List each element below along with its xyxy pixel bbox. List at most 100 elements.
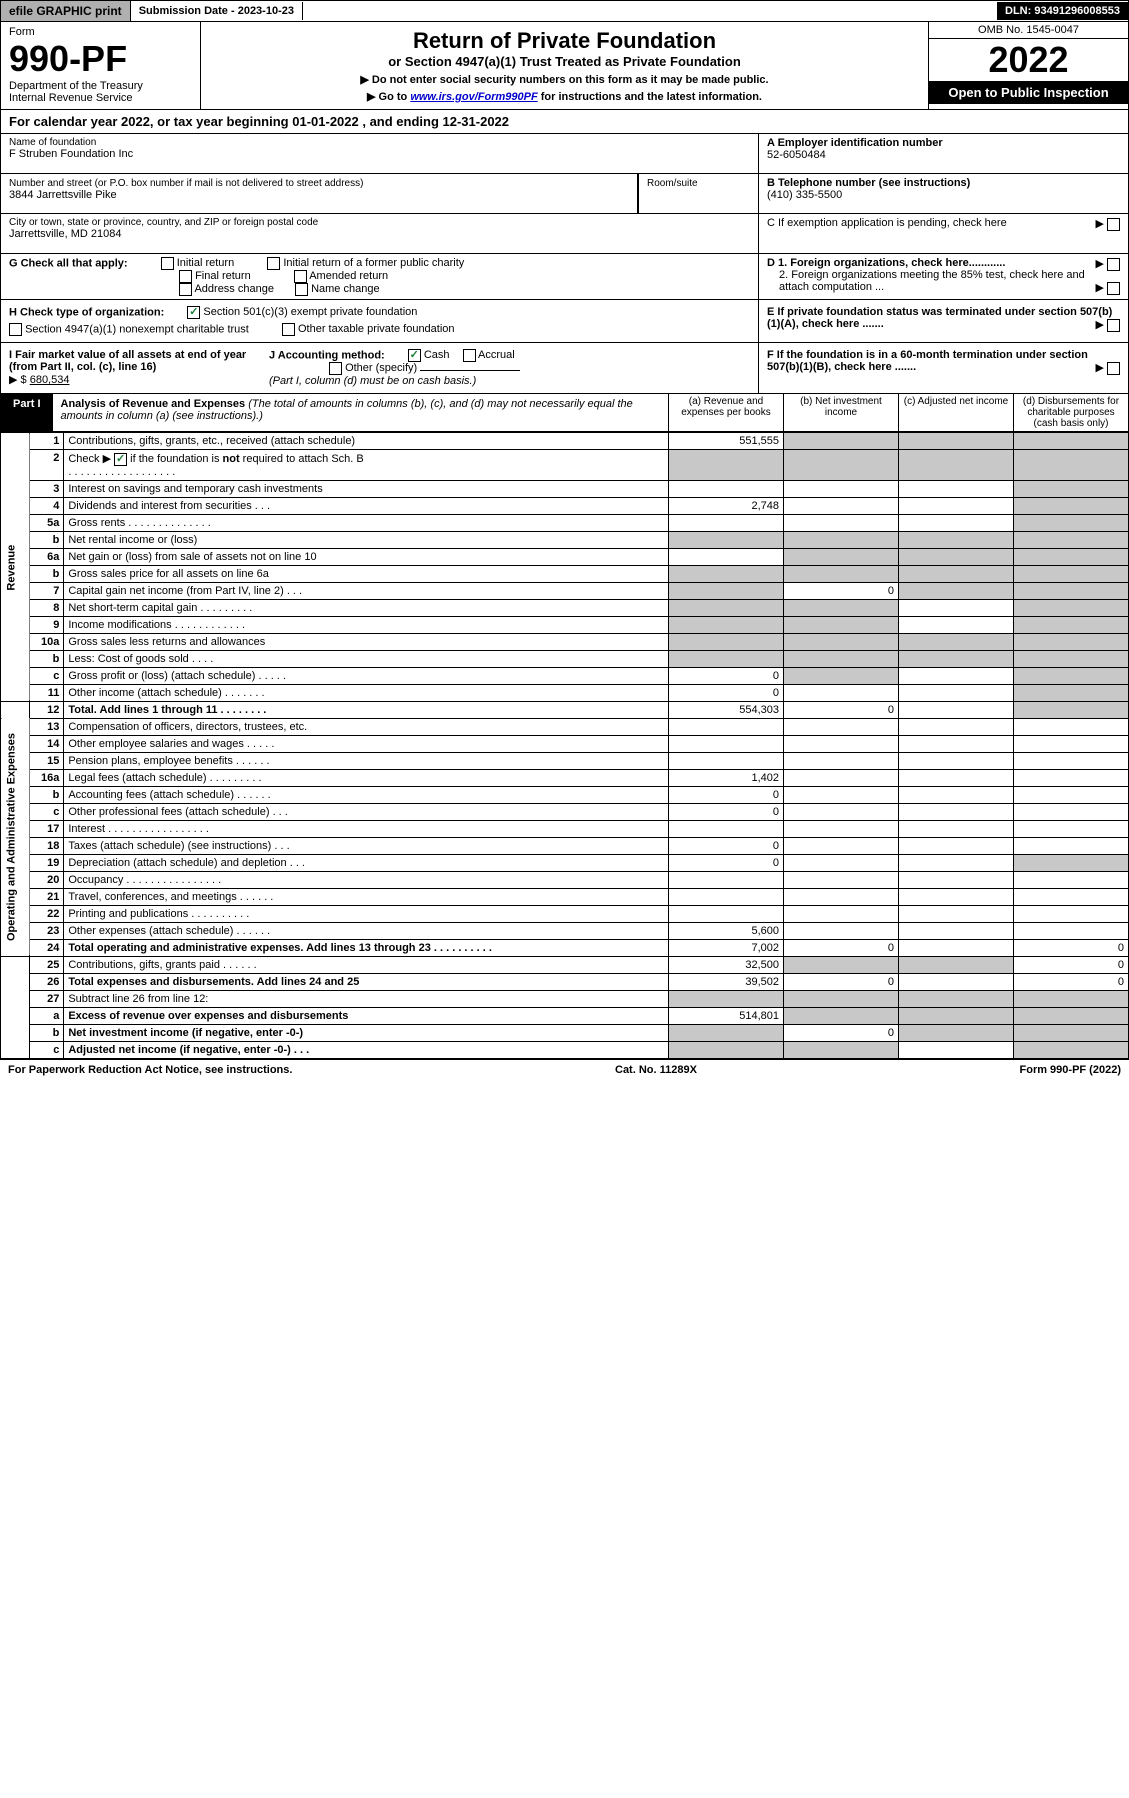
r1-num: 1: [30, 433, 64, 450]
part1-header: Part I: [1, 394, 53, 431]
r27-c: [899, 990, 1014, 1007]
r6a-num: 6a: [30, 548, 64, 565]
cb-d2[interactable]: [1107, 282, 1120, 295]
cb-initial-former[interactable]: [267, 257, 280, 270]
r9-c: [899, 616, 1014, 633]
c-label: C If exemption application is pending, c…: [767, 217, 1007, 229]
r24-desc: Total operating and administrative expen…: [64, 939, 669, 956]
cb-other[interactable]: [329, 362, 342, 375]
cb-amended[interactable]: [294, 270, 307, 283]
r21-c: [899, 888, 1014, 905]
col-a-header: (a) Revenue and expenses per books: [668, 394, 783, 431]
r15-a: [669, 752, 784, 769]
j-other: Other (specify): [345, 362, 417, 374]
r16b-desc: Accounting fees (attach schedule) . . . …: [64, 786, 669, 803]
cb-e[interactable]: [1107, 319, 1120, 332]
cb-cash[interactable]: [408, 349, 421, 362]
r16a-d: [1014, 769, 1129, 786]
r18-b: [784, 837, 899, 854]
r8-desc: Net short-term capital gain . . . . . . …: [64, 599, 669, 616]
r15-desc: Pension plans, employee benefits . . . .…: [64, 752, 669, 769]
cb-h1[interactable]: [187, 306, 200, 319]
g-name-change: Name change: [311, 283, 380, 295]
r12-d: [1014, 701, 1129, 718]
r23-desc: Other expenses (attach schedule) . . . .…: [64, 922, 669, 939]
r3-desc: Interest on savings and temporary cash i…: [64, 480, 669, 497]
cb-c[interactable]: [1107, 218, 1120, 231]
col-b-header: (b) Net investment income: [783, 394, 898, 431]
r15-num: 15: [30, 752, 64, 769]
r3-num: 3: [30, 480, 64, 497]
d2-label: 2. Foreign organizations meeting the 85%…: [779, 269, 1085, 293]
r2-pre: Check ▶: [68, 453, 114, 465]
r10a-d: [1014, 633, 1129, 650]
r10c-desc: Gross profit or (loss) (attach schedule)…: [64, 667, 669, 684]
r10c-a: 0: [669, 667, 784, 684]
r26-b: 0: [784, 973, 899, 990]
r6b-d: [1014, 565, 1129, 582]
cb-address[interactable]: [179, 283, 192, 296]
r14-b: [784, 735, 899, 752]
r7-a: [669, 582, 784, 599]
r5a-num: 5a: [30, 514, 64, 531]
r4-d: [1014, 497, 1129, 514]
r17-c: [899, 820, 1014, 837]
r13-desc: Compensation of officers, directors, tru…: [64, 718, 669, 735]
cb-name[interactable]: [295, 283, 308, 296]
r11-c: [899, 684, 1014, 701]
cb-h2[interactable]: [9, 323, 22, 336]
r16a-desc: Legal fees (attach schedule) . . . . . .…: [64, 769, 669, 786]
r18-a: 0: [669, 837, 784, 854]
r16c-desc: Other professional fees (attach schedule…: [64, 803, 669, 820]
r18-d: [1014, 837, 1129, 854]
r17-d: [1014, 820, 1129, 837]
cb-schb[interactable]: [114, 453, 127, 466]
r6a-a: [669, 548, 784, 565]
part1-title: Analysis of Revenue and Expenses: [61, 398, 246, 410]
r16b-a: 0: [669, 786, 784, 803]
dln-label: DLN: 93491296008553: [997, 2, 1128, 20]
r15-d: [1014, 752, 1129, 769]
r20-c: [899, 871, 1014, 888]
r2-a: [669, 450, 784, 481]
r27b-desc: Net investment income (if negative, ente…: [64, 1024, 669, 1041]
city-label: City or town, state or province, country…: [9, 217, 750, 228]
r6a-d: [1014, 548, 1129, 565]
r22-c: [899, 905, 1014, 922]
r27c-desc: Adjusted net income (if negative, enter …: [64, 1041, 669, 1058]
r10b-b: [784, 650, 899, 667]
r27c-d: [1014, 1041, 1129, 1058]
cb-d1[interactable]: [1107, 258, 1120, 271]
r27b-c: [899, 1024, 1014, 1041]
r24-a: 7,002: [669, 939, 784, 956]
city-value: Jarrettsville, MD 21084: [9, 228, 750, 240]
form-note-link[interactable]: www.irs.gov/Form990PF: [410, 91, 537, 103]
g-initial-former: Initial return of a former public charit…: [283, 257, 464, 269]
r16c-b: [784, 803, 899, 820]
cb-f[interactable]: [1107, 362, 1120, 375]
r19-b: [784, 854, 899, 871]
r12-b: 0: [784, 701, 899, 718]
r5a-desc: Gross rents . . . . . . . . . . . . . .: [64, 514, 669, 531]
r23-d: [1014, 922, 1129, 939]
r11-d: [1014, 684, 1129, 701]
cb-accrual[interactable]: [463, 349, 476, 362]
cb-h3[interactable]: [282, 323, 295, 336]
g-amended: Amended return: [309, 270, 388, 282]
r22-d: [1014, 905, 1129, 922]
r16b-d: [1014, 786, 1129, 803]
form-label: Form: [9, 26, 192, 38]
efile-print-button[interactable]: efile GRAPHIC print: [1, 1, 131, 21]
r14-a: [669, 735, 784, 752]
r23-b: [784, 922, 899, 939]
r1-b: [784, 433, 899, 450]
r19-c: [899, 854, 1014, 871]
g-final: Final return: [195, 270, 251, 282]
r17-num: 17: [30, 820, 64, 837]
cb-final[interactable]: [179, 270, 192, 283]
cb-initial[interactable]: [161, 257, 174, 270]
col-d-header: (d) Disbursements for charitable purpose…: [1013, 394, 1128, 431]
ein-value: 52-6050484: [767, 149, 1120, 161]
r10b-d: [1014, 650, 1129, 667]
r16b-num: b: [30, 786, 64, 803]
